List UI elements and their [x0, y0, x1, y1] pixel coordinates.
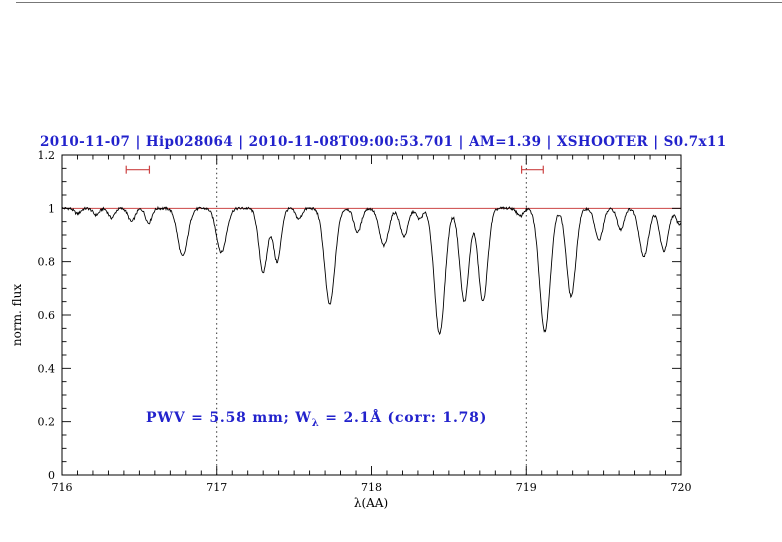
x-axis-label: λ(AA)	[354, 496, 388, 510]
x-tick-label: 720	[671, 481, 692, 494]
y-tick-label: 1	[48, 202, 55, 215]
x-tick-label: 717	[206, 481, 227, 494]
y-tick-label: 0.6	[38, 309, 56, 322]
pwv-annotation-suffix: = 2.1Å (corr: 1.78)	[319, 410, 488, 426]
x-tick-label: 718	[361, 481, 382, 494]
y-tick-label: 0.8	[38, 256, 56, 269]
spectrum-line	[61, 205, 682, 336]
x-tick-label: 719	[516, 481, 537, 494]
y-axis-label: norm. flux	[10, 284, 24, 346]
lambda-subscript: λ	[311, 417, 320, 429]
window-top-edge	[16, 2, 782, 3]
pwv-annotation: PWV = 5.58 mm; Wλ = 2.1Å (corr: 1.78)	[146, 410, 487, 429]
y-tick-label: 0.2	[38, 416, 56, 429]
x-tick-label: 716	[52, 481, 73, 494]
plot-title: 2010-11-07 | Hip028064 | 2010-11-08T09:0…	[40, 134, 727, 150]
y-tick-label: 0	[48, 469, 55, 482]
y-tick-label: 1.2	[38, 149, 56, 162]
pwv-annotation-prefix: PWV = 5.58 mm; W	[146, 410, 312, 426]
y-tick-label: 0.4	[38, 362, 56, 375]
